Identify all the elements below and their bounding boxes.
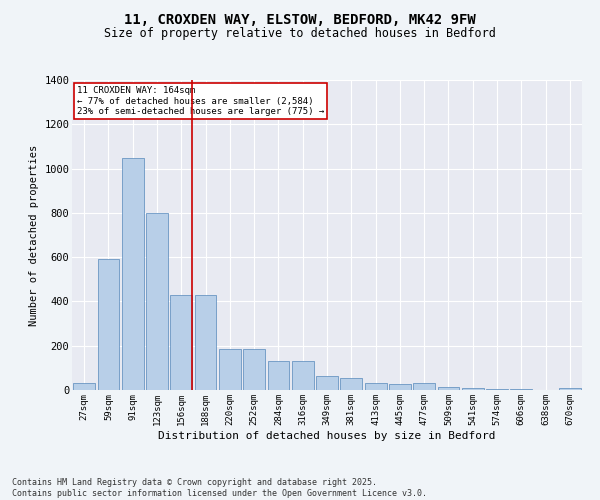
- Bar: [559, 388, 581, 390]
- Bar: [462, 388, 484, 390]
- Bar: [486, 389, 508, 390]
- Bar: [73, 384, 95, 390]
- Text: Contains HM Land Registry data © Crown copyright and database right 2025.
Contai: Contains HM Land Registry data © Crown c…: [12, 478, 427, 498]
- Bar: [437, 386, 460, 390]
- Bar: [292, 361, 314, 390]
- Bar: [413, 384, 435, 390]
- Text: Size of property relative to detached houses in Bedford: Size of property relative to detached ho…: [104, 28, 496, 40]
- Bar: [146, 213, 168, 390]
- Text: 11, CROXDEN WAY, ELSTOW, BEDFORD, MK42 9FW: 11, CROXDEN WAY, ELSTOW, BEDFORD, MK42 9…: [124, 12, 476, 26]
- Text: 11 CROXDEN WAY: 164sqm
← 77% of detached houses are smaller (2,584)
23% of semi-: 11 CROXDEN WAY: 164sqm ← 77% of detached…: [77, 86, 325, 116]
- Y-axis label: Number of detached properties: Number of detached properties: [29, 144, 38, 326]
- Bar: [219, 349, 241, 390]
- Bar: [365, 384, 386, 390]
- Bar: [243, 349, 265, 390]
- Bar: [122, 158, 143, 390]
- Bar: [170, 295, 192, 390]
- Bar: [389, 384, 411, 390]
- Bar: [316, 376, 338, 390]
- X-axis label: Distribution of detached houses by size in Bedford: Distribution of detached houses by size …: [158, 430, 496, 440]
- Bar: [194, 295, 217, 390]
- Bar: [340, 378, 362, 390]
- Bar: [97, 260, 119, 390]
- Bar: [268, 361, 289, 390]
